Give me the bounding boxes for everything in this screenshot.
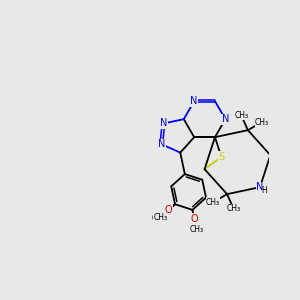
Text: N: N — [222, 114, 229, 124]
Text: O: O — [164, 206, 172, 215]
Text: CH₃: CH₃ — [190, 225, 204, 234]
Text: O: O — [190, 214, 198, 224]
Text: N: N — [158, 139, 165, 149]
Text: N: N — [160, 118, 167, 128]
Text: CH₃: CH₃ — [206, 198, 220, 207]
Text: CH₃: CH₃ — [255, 118, 269, 127]
Text: O: O — [164, 206, 171, 216]
Text: CH₃: CH₃ — [153, 213, 167, 222]
Text: CH₃: CH₃ — [152, 214, 166, 223]
Text: N: N — [256, 182, 264, 192]
Text: H: H — [261, 186, 267, 195]
Text: S: S — [218, 152, 224, 162]
Text: CH₃: CH₃ — [226, 204, 241, 213]
Text: N: N — [190, 96, 198, 106]
Text: CH₃: CH₃ — [234, 111, 248, 120]
